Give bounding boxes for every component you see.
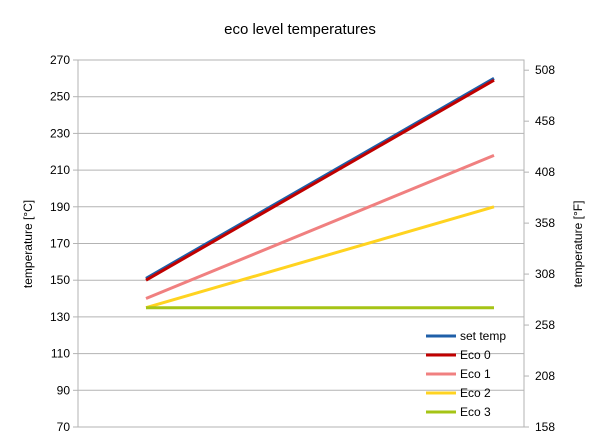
left-tick-label: 230 [50,126,70,140]
legend-label: Eco 2 [460,386,491,400]
legend-label: set temp [460,329,506,343]
right-tick-label: 208 [535,369,555,383]
left-tick-label: 130 [50,310,70,324]
right-tick-label: 358 [535,216,555,230]
left-tick-label: 150 [50,273,70,287]
left-tick-label: 110 [51,347,70,361]
left-tick-label: 170 [50,237,70,251]
legend-label: Eco 0 [460,348,491,362]
right-tick-label: 308 [535,267,555,281]
plot-area-border [77,59,525,428]
legend-label: Eco 3 [460,405,491,419]
right-tick-label: 458 [535,114,555,128]
left-tick-label: 190 [50,200,70,214]
left-tick-label: 210 [50,163,70,177]
right-tick-label: 408 [535,165,555,179]
right-axis-ticks: 508 458 408 358 308 258 208 158 [524,63,555,434]
left-tick-label: 70 [57,420,71,434]
left-axis-ticks: 270 250 230 210 190 170 150 130 110 90 70 [50,53,78,434]
right-tick-label: 158 [535,420,555,434]
chart-title: eco level temperatures [224,21,376,38]
series-line-eco-2 [145,205,495,310]
left-axis-title: temperature [°C] [21,200,35,288]
right-tick-label: 258 [535,318,555,332]
right-tick-label: 508 [535,63,555,77]
series-line-set-temp [145,77,495,280]
legend-label: Eco 1 [460,367,491,381]
series-line-eco-0 [145,78,495,282]
legend: set temp Eco 0 Eco 1 Eco 2 Eco 3 [426,329,506,419]
left-tick-label: 270 [50,53,70,67]
series-line-eco-1 [145,154,495,300]
gridlines [78,59,524,428]
left-tick-label: 250 [50,90,70,104]
right-axis-title: temperature [°F] [571,201,585,288]
left-tick-label: 90 [57,383,71,397]
series-lines [145,77,495,310]
